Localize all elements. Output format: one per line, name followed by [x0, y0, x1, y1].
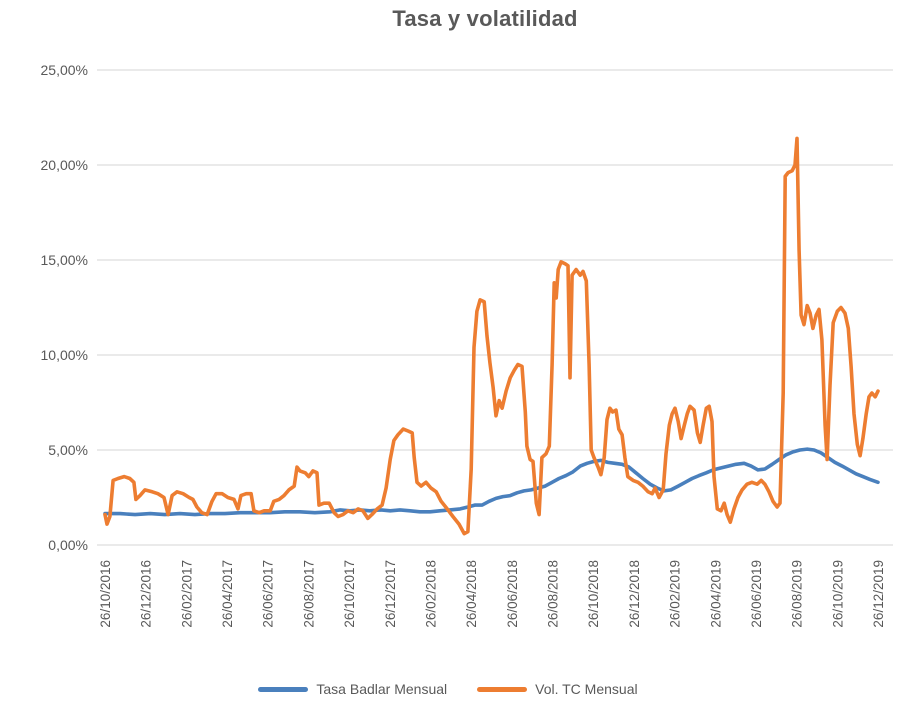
x-axis-tick-label: 26/04/2018	[464, 560, 479, 628]
x-axis-tick-label: 26/02/2017	[179, 560, 194, 628]
x-axis-tick-label: 26/10/2017	[342, 560, 357, 628]
x-axis-tick-label: 26/10/2016	[98, 560, 113, 628]
x-axis-tick-label: 26/12/2018	[627, 560, 642, 628]
x-axis-tick-label: 26/08/2018	[546, 560, 561, 628]
x-axis-tick-label: 26/06/2018	[505, 560, 520, 628]
x-axis-tick-label: 26/02/2019	[668, 560, 683, 628]
y-axis-tick-label: 5,00%	[48, 442, 88, 458]
y-axis-tick-label: 0,00%	[48, 537, 88, 553]
x-axis-tick-label: 26/04/2019	[708, 560, 723, 628]
x-axis-tick-label: 26/08/2017	[301, 560, 316, 628]
plot-area: 0,00% 5,00% 10,00% 15,00% 20,00% 25,00% 26/10/…	[41, 62, 893, 628]
y-axis-tick-label: 20,00%	[41, 157, 88, 173]
legend-line-sample-orange	[477, 686, 528, 692]
x-axis-tick-label: 26/12/2019	[871, 560, 886, 628]
legend-item-tasa-badlar: Tasa Badlar Mensual	[258, 681, 447, 697]
x-axis-tick-label: 26/10/2018	[586, 560, 601, 628]
x-axis-tick-label: 26/06/2019	[749, 560, 764, 628]
x-axis-tick-label: 26/10/2019	[830, 560, 845, 628]
legend: Tasa Badlar Mensual Vol. TC Mensual	[0, 681, 896, 697]
chart-title: Tasa y volatilidad	[392, 6, 578, 31]
legend-label: Tasa Badlar Mensual	[316, 681, 448, 697]
x-axis-tick-label: 26/02/2018	[423, 560, 438, 628]
legend-label: Vol. TC Mensual	[535, 681, 638, 697]
legend-item-vol-tc: Vol. TC Mensual	[477, 681, 638, 697]
x-axis-tick-label: 26/04/2017	[220, 560, 235, 628]
series-line-tasa-badlar-mensual	[103, 447, 880, 517]
y-axis-tick-label: 15,00%	[41, 252, 88, 268]
x-axis-tick-label: 26/12/2017	[383, 560, 398, 628]
x-axis-tick-label: 26/12/2016	[139, 560, 154, 628]
legend-line-sample-blue	[258, 686, 309, 692]
y-axis-tick-label: 25,00%	[41, 62, 88, 78]
x-axis-tick-label: 26/08/2019	[790, 560, 805, 628]
series-line-vol-tc-mensual	[103, 136, 880, 536]
y-axis-tick-label: 10,00%	[41, 347, 88, 363]
x-axis-tick-label: 26/06/2017	[261, 560, 276, 628]
